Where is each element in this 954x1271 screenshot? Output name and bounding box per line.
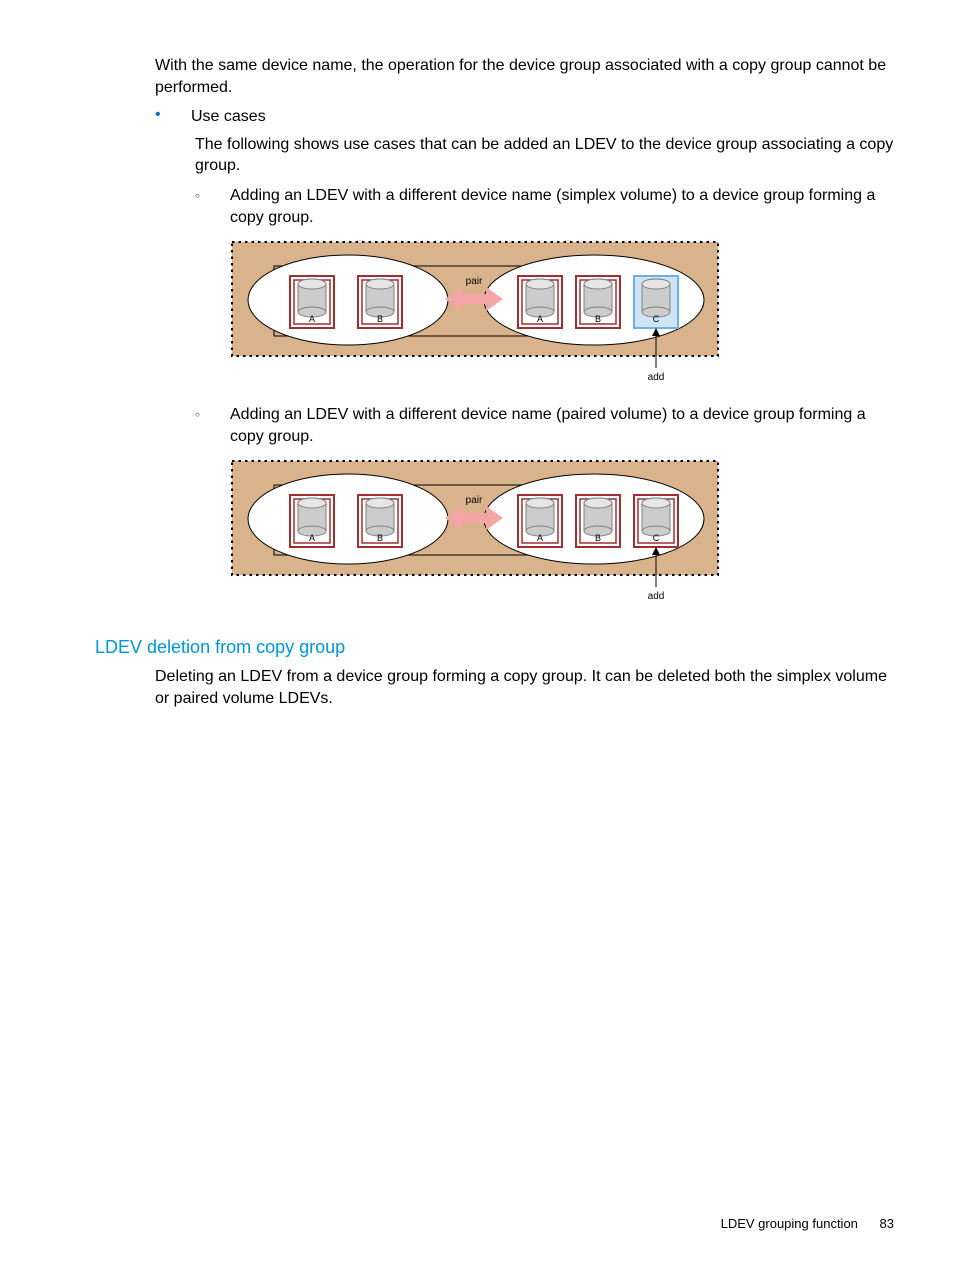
- footer-page-number: 83: [880, 1216, 894, 1231]
- svg-text:A: A: [537, 533, 543, 543]
- bullet-circle-icon: ○: [195, 185, 230, 228]
- section-title: LDEV deletion from copy group: [95, 637, 894, 658]
- cyl-right-C: C: [634, 276, 678, 328]
- section-body: Deleting an LDEV from a device group for…: [155, 666, 894, 709]
- diagram-2: pair A B: [230, 459, 894, 609]
- pair-label: pair: [466, 276, 483, 287]
- usecases-label: Use cases: [191, 106, 266, 128]
- footer-text: LDEV grouping function: [721, 1216, 858, 1231]
- case2-text: Adding an LDEV with a different device n…: [230, 404, 894, 447]
- bullet-dot-icon: •: [155, 106, 191, 128]
- svg-text:C: C: [653, 314, 660, 324]
- diagram-1: pair A B: [230, 240, 894, 390]
- usecases-bullet: • Use cases: [95, 106, 894, 128]
- svg-text:B: B: [377, 314, 383, 324]
- svg-text:B: B: [595, 533, 601, 543]
- case1-bullet: ○ Adding an LDEV with a different device…: [95, 185, 894, 228]
- add-label: add: [648, 591, 665, 602]
- svg-text:A: A: [537, 314, 543, 324]
- svg-text:A: A: [309, 533, 315, 543]
- usecases-body: The following shows use cases that can b…: [195, 134, 894, 177]
- pair-label: pair: [466, 495, 483, 506]
- svg-text:A: A: [309, 314, 315, 324]
- case1-text: Adding an LDEV with a different device n…: [230, 185, 894, 228]
- page-footer: LDEV grouping function 83: [721, 1216, 894, 1231]
- svg-text:C: C: [653, 533, 660, 543]
- bullet-circle-icon: ○: [195, 404, 230, 447]
- case2-bullet: ○ Adding an LDEV with a different device…: [95, 404, 894, 447]
- intro-paragraph: With the same device name, the operation…: [155, 55, 894, 98]
- svg-text:B: B: [377, 533, 383, 543]
- svg-text:B: B: [595, 314, 601, 324]
- add-label: add: [648, 372, 665, 383]
